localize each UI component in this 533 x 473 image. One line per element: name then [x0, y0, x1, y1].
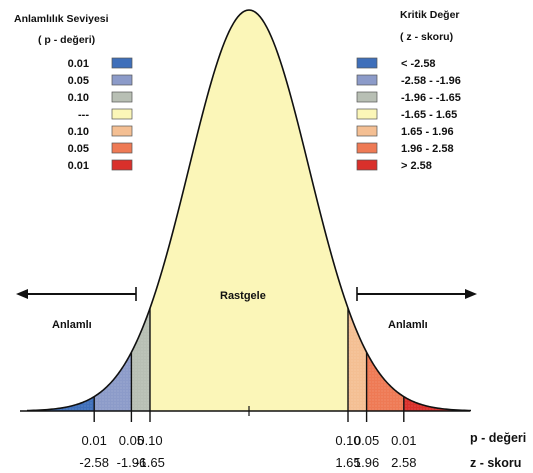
region-196-165-texture [131, 308, 150, 411]
right-legend-subtitle: ( z - skoru) [400, 31, 453, 43]
right-swatch-4 [356, 125, 378, 137]
p-tick-label-0: 0.01 [82, 433, 107, 448]
critical-value-lines [93, 308, 405, 422]
left-swatch-5 [111, 142, 133, 154]
left-legend-subtitle: ( p - değeri) [38, 34, 95, 46]
right-arrow [356, 287, 477, 301]
p-tick-label-3: 0.10 [335, 433, 360, 448]
p-tick-label-5: 0.01 [391, 433, 416, 448]
right-legend-label-4: 1.65 - 1.96 [401, 126, 454, 138]
z-tick-label-1: -1.96 [117, 455, 147, 470]
p-tick-label-4: 0.05 [354, 433, 379, 448]
axis-tick-labels: 0.01 -2.58 0.05 -1.96 0.10 -1.65 0.10 1.65 0.05 1… [79, 433, 416, 470]
p-tick-label-1: 0.05 [119, 433, 144, 448]
right-swatch-2 [356, 91, 378, 103]
region-label-center: Rastgele [220, 290, 266, 302]
left-swatch-4 [111, 125, 133, 137]
left-arrow [16, 287, 137, 301]
left-legend-label-6: 0.01 [68, 160, 89, 172]
z-score-axis-label: z - skoru [470, 456, 521, 470]
left-legend-title: Anlamlılık Seviyesi [14, 13, 109, 25]
right-swatch-3 [356, 108, 378, 120]
right-legend-label-5: 1.96 - 2.58 [401, 143, 454, 155]
left-legend-label-1: 0.05 [68, 75, 89, 87]
left-legend-label-0: 0.01 [68, 58, 89, 70]
right-swatch-1 [356, 74, 378, 86]
z-tick-label-2: -1.65 [135, 455, 165, 470]
right-legend-label-6: > 2.58 [401, 160, 432, 172]
left-legend-label-3: --- [78, 109, 89, 121]
right-legend-title: Kritik Değer [400, 9, 460, 21]
left-swatch-2 [111, 91, 133, 103]
right-legend-label-0: < -2.58 [401, 58, 436, 70]
region-gt-258-texture [403, 396, 471, 411]
region-label-right: Anlamlı [388, 319, 428, 331]
right-swatch-5 [356, 142, 378, 154]
left-legend: 0.01 0.05 0.10 --- 0.10 0.05 0.01 [68, 57, 133, 172]
left-swatch-6 [111, 159, 133, 171]
region-165-196-texture [348, 308, 367, 411]
left-legend-label-5: 0.05 [68, 143, 89, 155]
right-legend-label-3: -1.65 - 1.65 [401, 109, 457, 121]
z-tick-label-0: -2.58 [79, 455, 109, 470]
p-tick-label-2: 0.10 [137, 433, 162, 448]
z-tick-label-3: 1.65 [335, 455, 360, 470]
right-legend-label-2: -1.96 - -1.65 [401, 92, 461, 104]
left-swatch-0 [111, 57, 133, 69]
right-swatch-0 [356, 57, 378, 69]
z-tick-label-4: 1.96 [354, 455, 379, 470]
right-swatch-6 [356, 159, 378, 171]
region-lt-258-texture [27, 396, 95, 411]
left-legend-label-2: 0.10 [68, 92, 89, 104]
right-legend: < -2.58 -2.58 - -1.96 -1.96 - -1.65 -1.65 -… [356, 57, 461, 172]
curve-regions [27, 10, 471, 411]
p-value-axis-label: p - değeri [470, 431, 526, 445]
bell-curve [26, 9, 472, 412]
right-legend-label-1: -2.58 - -1.96 [401, 75, 461, 87]
left-swatch-1 [111, 74, 133, 86]
region-label-left: Anlamlı [52, 319, 92, 331]
region-center [150, 10, 348, 411]
left-legend-label-4: 0.10 [68, 126, 89, 138]
z-tick-label-5: 2.58 [391, 455, 416, 470]
left-swatch-3 [111, 108, 133, 120]
